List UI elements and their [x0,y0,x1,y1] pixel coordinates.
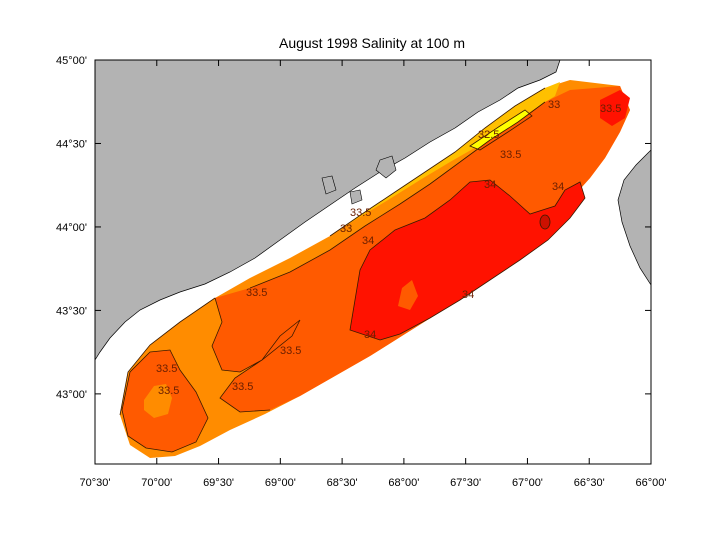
contour-label: 34 [552,181,564,193]
x-tick-label: 69°30' [203,477,234,489]
salinity-band-gt-34-ne [600,90,630,126]
island [375,155,397,179]
y-axis: 45°00' 44°30' 44°00' 43°30' 43°00' [56,55,651,401]
x-tick-label: 66°30' [574,477,605,489]
contour-line-33.5-west [121,349,209,453]
contour-label: 34 [364,329,376,341]
contour-line-33 [119,297,216,416]
contour-label: 33 [548,99,560,111]
contour-label: 33.5 [246,287,267,299]
x-tick-label: 66°00' [636,477,667,489]
x-tick-label: 70°30' [80,477,111,489]
x-tick-label: 69°00' [265,477,296,489]
contour-label: 32.5 [478,129,499,141]
contour-label: 33 [340,223,352,235]
x-tick-label: 68°00' [388,477,419,489]
contour-label: 34 [462,289,474,301]
contour-label: 33.5 [600,103,621,115]
land-maine-coast [95,60,561,361]
salinity-band-lt-32.5 [470,110,532,150]
contour-line-33.5 [211,297,301,413]
x-tick-label: 70°00' [141,477,172,489]
contour-label: 33.5 [500,149,521,161]
contour-label: 33.5 [280,345,301,357]
contour-label: 33.5 [350,207,371,219]
x-tick-label: 68°30' [327,477,358,489]
y-tick-label: 44°30' [56,138,87,150]
contour-line-33.5-north [249,101,546,289]
contour-label: 34 [484,179,496,191]
contour-line-32.5 [469,109,533,151]
salinity-pocket-33-33.5 [144,384,172,418]
y-tick-label: 44°00' [56,222,87,234]
contour-label: 33.5 [158,385,179,397]
x-tick-label: 67°30' [450,477,481,489]
y-tick-label: 43°00' [56,389,87,401]
x-axis: 70°30' 70°00' 69°30' 69°00' 68°30' 68°00' 67°3… [80,60,667,489]
contour-line-33 [329,87,546,237]
island [349,189,363,205]
x-tick-label: 67°00' [512,477,543,489]
y-tick-label: 43°30' [56,305,87,317]
salinity-peak-spot [539,214,551,230]
map-frame [94,59,652,465]
contour-line-34 [349,179,586,341]
salinity-pocket-33.5-34 [398,280,418,310]
map-title: August 1998 Salinity at 100 m [279,35,465,51]
y-tick-label: 45°00' [56,55,87,67]
map-content: 32.5 33 33 33.5 33.5 33.5 33.5 33.5 33.5… [95,60,651,458]
island [321,175,337,195]
contour-label: 33.5 [156,363,177,375]
contour-label: 33.5 [232,381,253,393]
contour-label: 34 [362,235,374,247]
land-nova-scotia [617,149,651,286]
